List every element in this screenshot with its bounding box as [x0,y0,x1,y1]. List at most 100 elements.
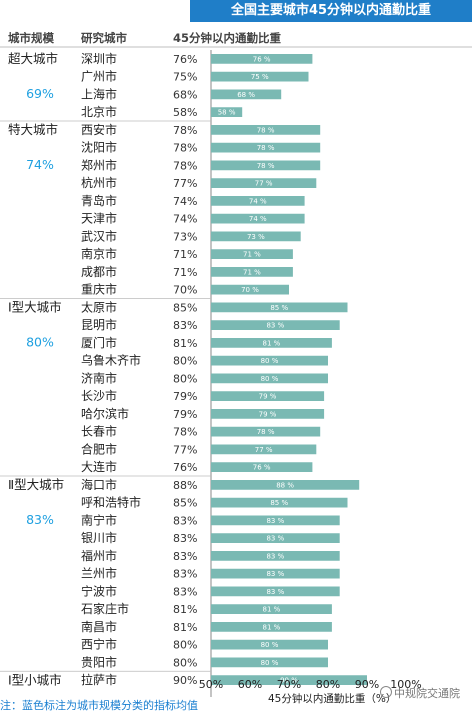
city-label: 武汉市 [81,228,117,243]
value-label: 80% [173,355,197,368]
watermark-text: 中规院交通院 [394,687,460,700]
city-label: 北京市 [81,104,117,119]
value-label: 81% [173,603,197,616]
city-label: 福州市 [81,548,117,563]
bar-data-label: 58 % [218,109,236,117]
bar-data-label: 79 % [259,410,277,418]
bar-data-label: 78 % [257,144,275,152]
city-label: 贵阳市 [81,654,117,669]
bar [211,657,328,668]
x-tick-label: 70% [277,678,301,691]
bar-data-label: 78 % [257,162,275,170]
city-label: 成都市 [81,264,117,279]
city-label: 长沙市 [81,388,117,403]
value-label: 81% [173,337,197,350]
group-average: 69% [26,86,54,101]
bar [211,54,313,64]
value-label: 80% [173,372,197,385]
bar [211,551,340,561]
header-scale: 城市规模 [8,31,54,45]
bar-data-label: 71 % [243,251,261,259]
bar-data-label: 85 % [270,304,288,312]
value-label: 78% [173,426,197,439]
bar-data-label: 77 % [255,446,273,454]
city-label: 兰州市 [81,566,117,581]
bar [211,480,360,490]
bar-data-label: 80 % [261,375,279,383]
bar-data-label: 75 % [251,73,269,81]
value-label: 83% [173,532,197,545]
bar [211,71,309,82]
value-label: 78% [173,124,197,137]
bar [211,284,289,295]
bar-data-label: 74 % [249,215,267,223]
x-tick-label: 80% [316,678,340,691]
value-label: 83% [173,568,197,581]
bar [211,355,328,366]
city-label: 海口市 [81,477,117,492]
value-label: 85% [173,301,197,314]
city-label: 西宁市 [81,637,117,652]
city-label: 呼和浩特市 [81,495,141,510]
group-label: Ⅱ型大城市 [8,477,64,492]
bar [211,533,340,543]
value-label: 83% [173,319,197,332]
value-label: 77% [173,177,197,190]
watermark: 中规院交通院 [380,685,460,701]
group-label: Ⅰ型小城市 [8,672,62,687]
bar-data-label: 80 % [261,357,279,365]
bar [211,160,321,171]
city-label: 天津市 [81,211,117,226]
value-label: 83% [173,514,197,527]
value-label: 76% [173,53,197,66]
value-label: 76% [173,461,197,474]
value-label: 78% [173,159,197,172]
bar-data-label: 70 % [241,286,259,294]
bar-data-label: 83 % [266,322,284,330]
bar-data-label: 80 % [261,641,279,649]
city-label: 大连市 [81,459,117,474]
city-label: 广州市 [81,69,117,84]
city-label: 哈尔滨市 [81,406,129,421]
bar [211,515,340,526]
footnote: 注：蓝色标注为城市规模分类的指标均值 [0,699,198,712]
bar-data-label: 78 % [257,428,275,436]
value-label: 73% [173,230,197,243]
bar-data-label: 80 % [261,659,279,667]
bar [211,373,328,384]
x-tick-label: 50% [199,678,223,691]
bar [211,568,340,579]
city-label: 南昌市 [81,619,117,634]
city-label: 深圳市 [81,51,117,66]
bar [211,409,325,419]
value-label: 80% [173,639,197,652]
bar [211,639,328,650]
chart-title: 全国主要城市45分钟以内通勤比重 [190,0,472,22]
bar-data-label: 90 % [280,677,298,685]
value-label: 70% [173,284,197,297]
value-label: 71% [173,266,197,279]
city-label: 乌鲁木齐市 [81,353,141,368]
bar [211,622,332,632]
bar [211,267,293,277]
wechat-icon [380,686,392,698]
bar-data-label: 81 % [263,339,281,347]
bar-data-label: 68 % [237,91,255,99]
group-label: 特大城市 [8,122,58,137]
x-tick-label: 100% [390,678,421,691]
bar [211,302,348,313]
city-label: 合肥市 [81,441,117,456]
bar [211,320,340,330]
bar-data-label: 74 % [249,197,267,205]
x-tick-label: 90% [355,678,379,691]
value-label: 75% [173,71,197,84]
value-label: 81% [173,621,197,634]
city-label: 宁波市 [81,583,117,598]
city-label: 西安市 [81,122,117,137]
value-label: 79% [173,390,197,403]
city-label: 上海市 [81,86,117,101]
bar [211,497,348,508]
city-label: 郑州市 [81,157,117,172]
bar-data-label: 76 % [253,464,271,472]
value-label: 79% [173,408,197,421]
